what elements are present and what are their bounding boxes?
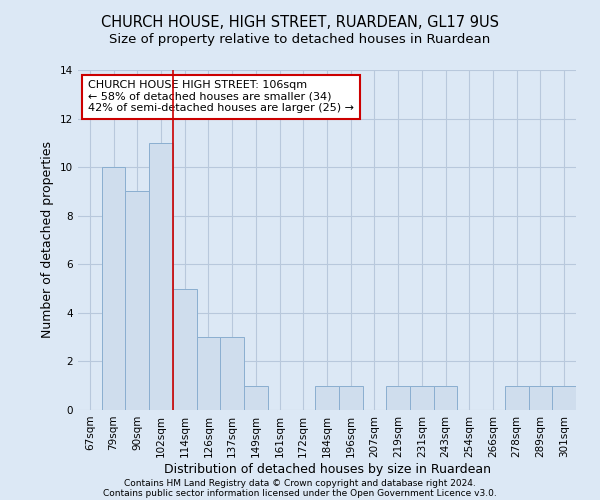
Bar (315, 386, 339, 410)
Bar (197, 337, 220, 410)
Bar (434, 386, 457, 410)
Bar (102, 167, 125, 410)
Text: CHURCH HOUSE HIGH STREET: 106sqm
← 58% of detached houses are smaller (34)
42% o: CHURCH HOUSE HIGH STREET: 106sqm ← 58% o… (88, 80, 354, 114)
Bar (386, 386, 410, 410)
Bar (505, 386, 529, 410)
Bar (552, 386, 576, 410)
Text: Contains HM Land Registry data © Crown copyright and database right 2024.: Contains HM Land Registry data © Crown c… (124, 478, 476, 488)
Bar (339, 386, 362, 410)
Bar (410, 386, 434, 410)
Bar (220, 337, 244, 410)
Text: CHURCH HOUSE, HIGH STREET, RUARDEAN, GL17 9US: CHURCH HOUSE, HIGH STREET, RUARDEAN, GL1… (101, 15, 499, 30)
Bar (173, 288, 197, 410)
Bar (529, 386, 552, 410)
Bar (149, 143, 173, 410)
Y-axis label: Number of detached properties: Number of detached properties (41, 142, 55, 338)
Text: Contains public sector information licensed under the Open Government Licence v3: Contains public sector information licen… (103, 488, 497, 498)
Text: Size of property relative to detached houses in Ruardean: Size of property relative to detached ho… (109, 32, 491, 46)
Bar (244, 386, 268, 410)
Bar (125, 192, 149, 410)
X-axis label: Distribution of detached houses by size in Ruardean: Distribution of detached houses by size … (163, 462, 491, 475)
